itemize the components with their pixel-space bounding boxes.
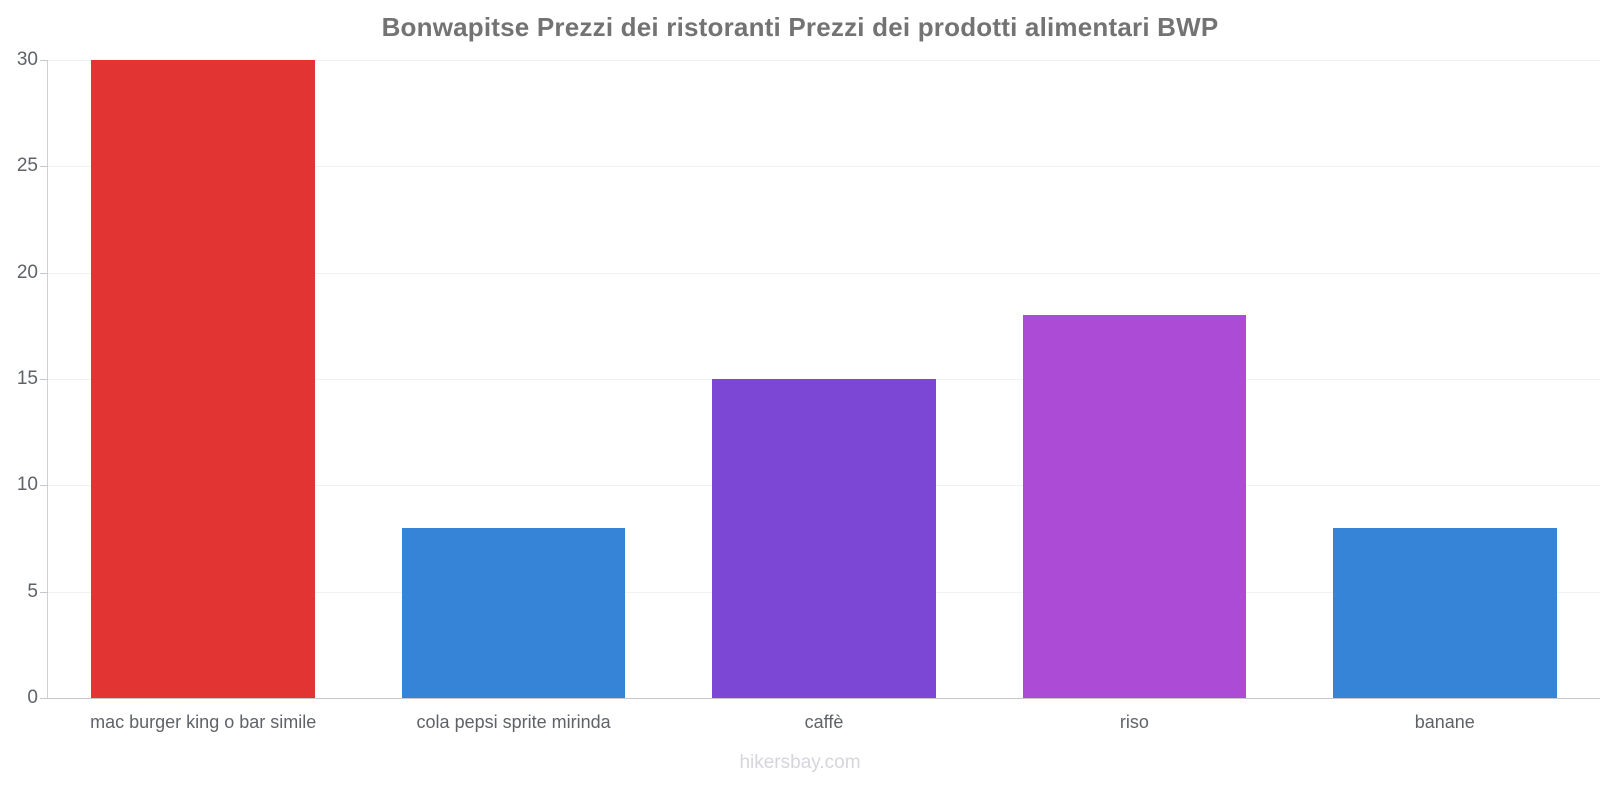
x-axis-category-label: mac burger king o bar simile — [90, 712, 317, 732]
y-tick-mark — [40, 166, 48, 168]
bar[interactable] — [712, 379, 936, 698]
y-tick-label: 15 — [16, 368, 38, 389]
y-tick-mark — [40, 698, 48, 699]
y-tick-label: 30 — [16, 49, 38, 70]
y-tick-label: 10 — [16, 474, 38, 496]
bar[interactable] — [91, 60, 315, 698]
x-axis-category-label: riso — [1119, 712, 1149, 732]
gridline — [48, 166, 1600, 168]
y-tick-mark — [40, 379, 48, 380]
chart-title: Bonwapitse Prezzi dei ristoranti Prezzi … — [381, 12, 1219, 42]
y-tick-mark — [40, 485, 48, 487]
x-axis-category-label: banane — [1414, 712, 1475, 732]
y-tick-label: 20 — [16, 261, 38, 283]
footer-credit: hikersbay.com — [739, 752, 861, 773]
y-tick-mark — [40, 591, 48, 593]
bar[interactable] — [1022, 315, 1247, 698]
gridline — [48, 60, 1600, 61]
y-tick-mark — [40, 272, 48, 274]
y-tick-mark — [40, 60, 48, 61]
bar[interactable] — [1333, 527, 1557, 698]
bar[interactable] — [401, 527, 626, 698]
y-tick-label: 25 — [16, 155, 38, 177]
gridline — [48, 272, 1600, 274]
x-axis-category-label: caffè — [804, 712, 844, 732]
x-axis-line — [40, 698, 1600, 699]
y-tick-label: 0 — [27, 687, 38, 708]
x-axis-category-label: cola pepsi sprite mirinda — [416, 712, 611, 732]
y-tick-label: 5 — [27, 580, 38, 602]
